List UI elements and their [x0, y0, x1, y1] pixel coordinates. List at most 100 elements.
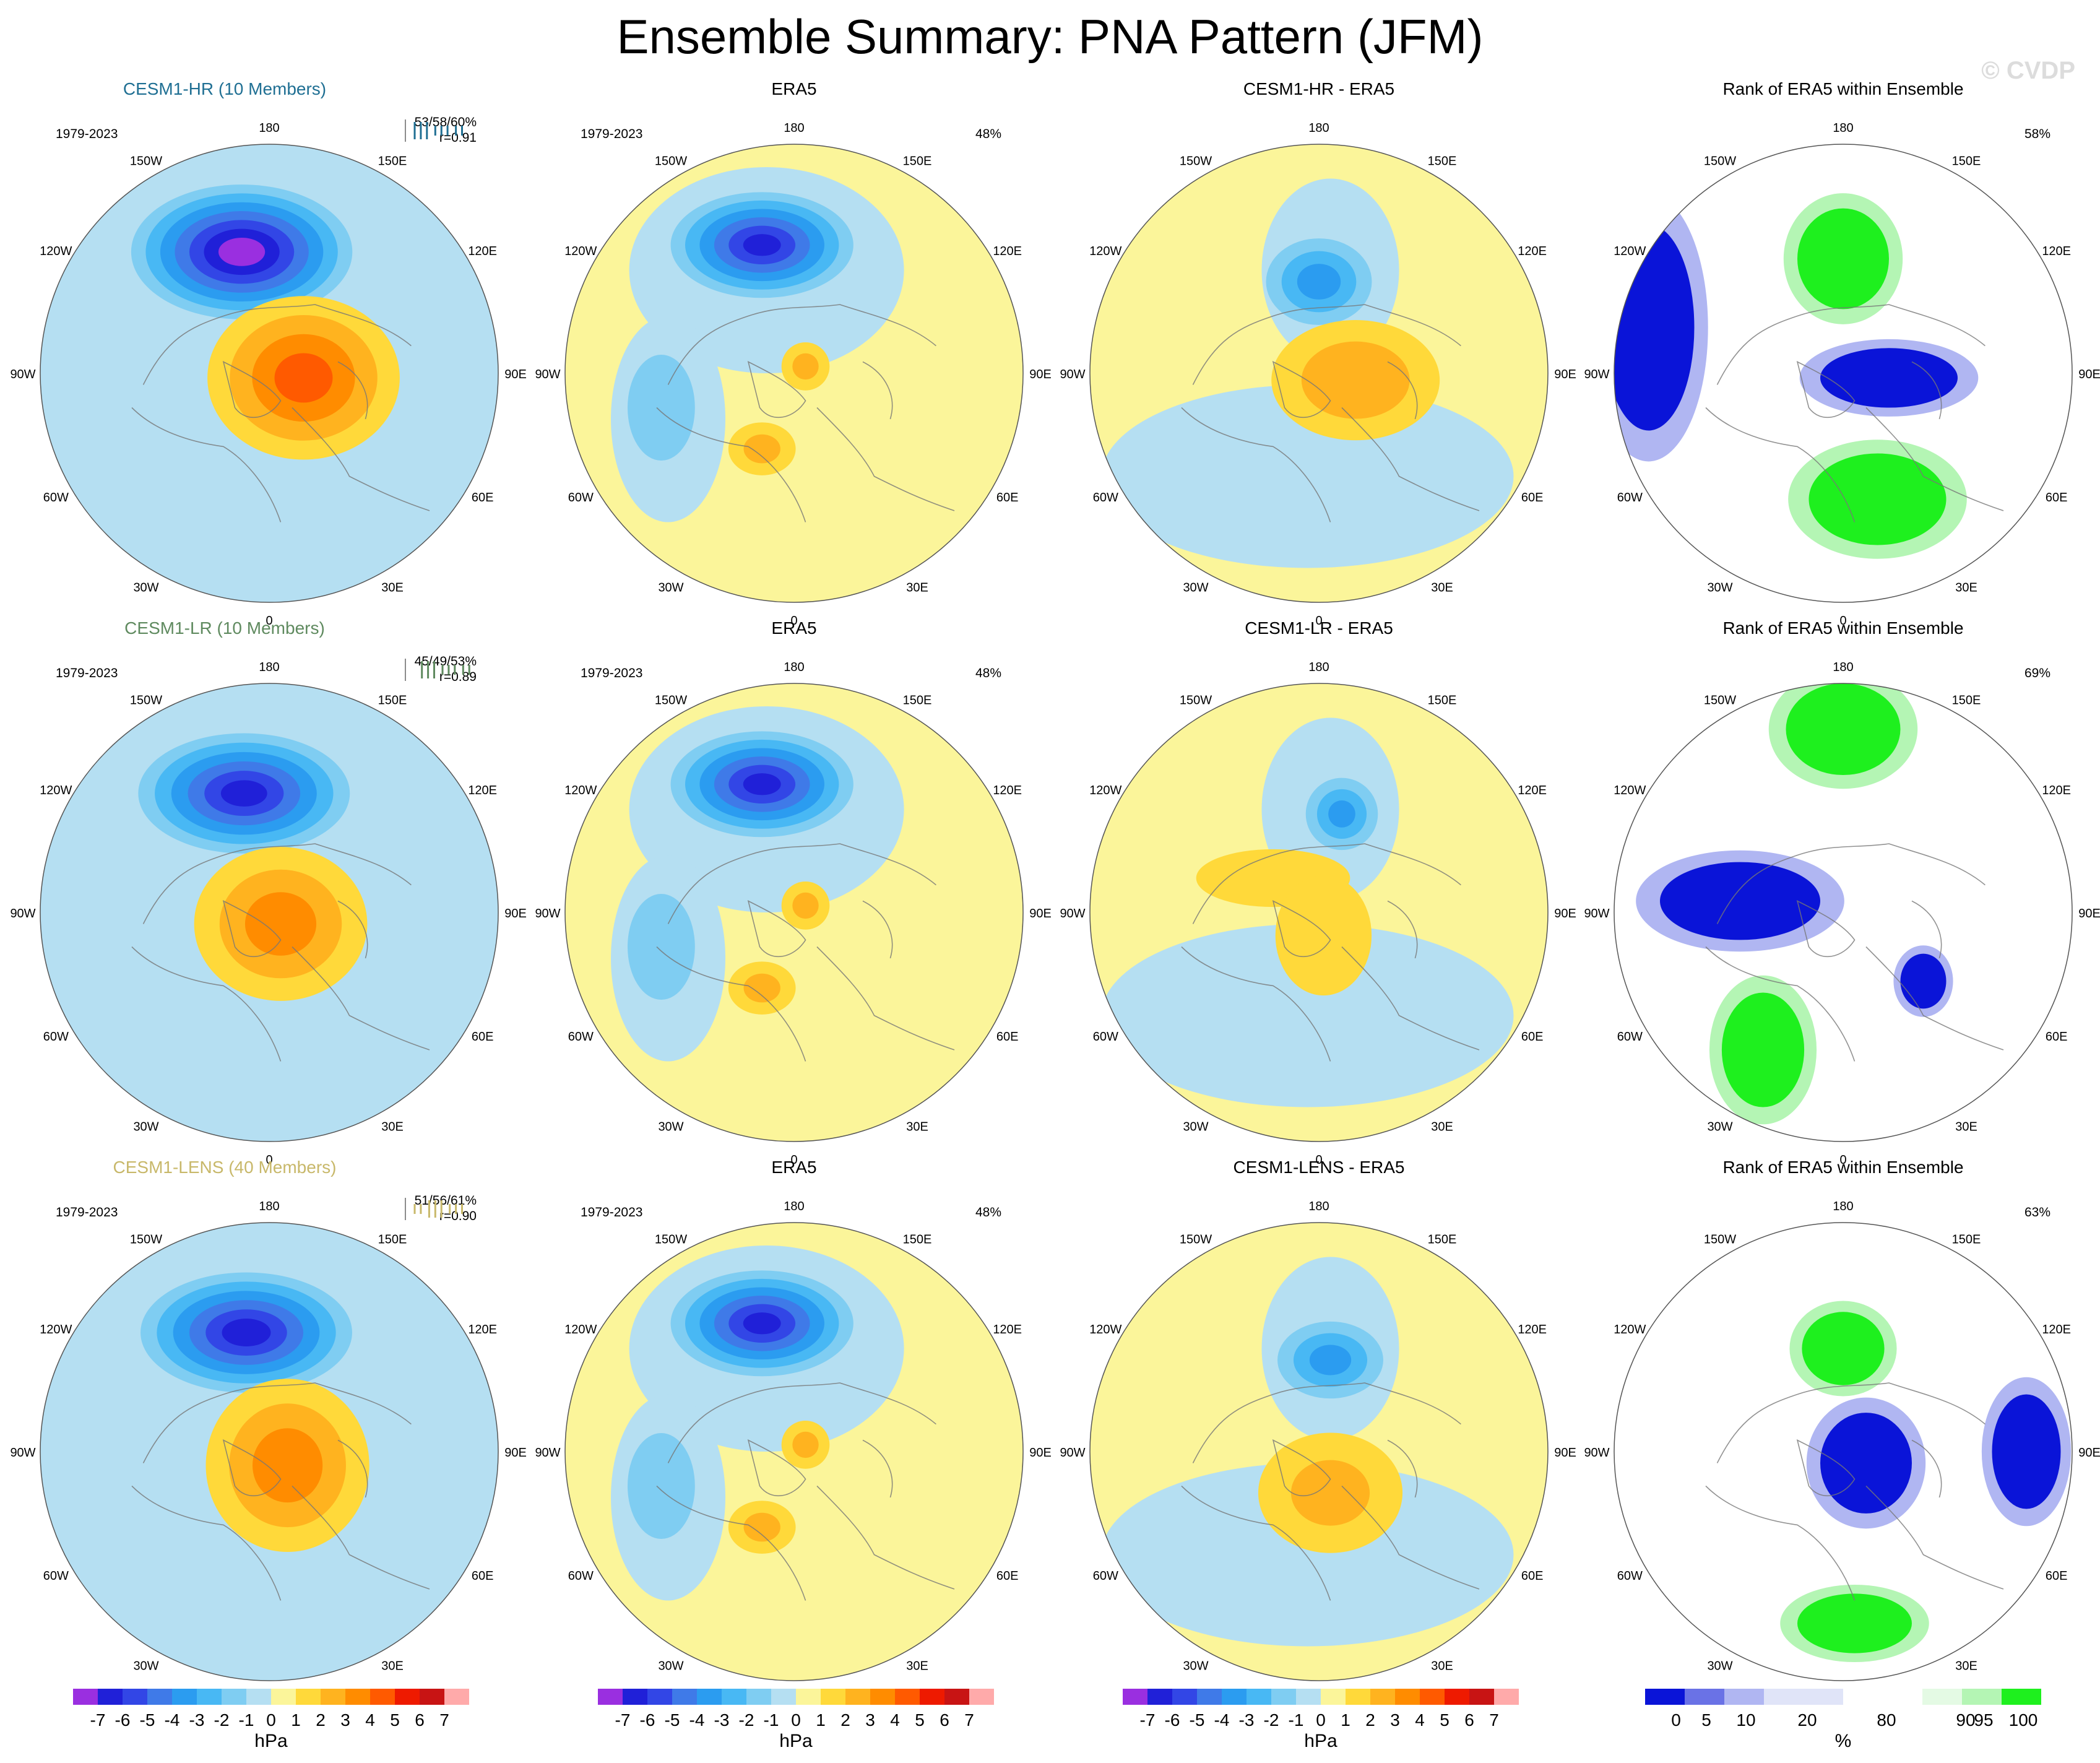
coastline: [222, 1439, 282, 1497]
coastline: [1387, 361, 1418, 420]
longitude-label-30e: 30E: [1431, 581, 1453, 595]
longitude-label-120e: 120E: [2042, 245, 2071, 258]
longitude-label-180: 180: [1308, 1200, 1329, 1213]
colorbar-swatch: [444, 1689, 469, 1705]
cvdp-watermark: © CVDP: [1981, 57, 2075, 84]
negative-region: [1101, 384, 1514, 568]
model-years: 1979-2023: [56, 1205, 118, 1219]
coastline: [131, 946, 282, 1062]
colorbar-tick: 2: [840, 1710, 850, 1730]
longitude-label-90e: 90E: [504, 907, 527, 920]
coastline: [667, 1382, 936, 1463]
colorbar-swatch: [1296, 1689, 1321, 1705]
longitude-label-90w: 90W: [1584, 1446, 1609, 1460]
colorbar-tick: 7: [439, 1710, 449, 1730]
difference-panel-title: CESM1-HR - ERA5: [1243, 79, 1394, 98]
longitude-label-30e: 30E: [1955, 581, 1977, 595]
longitude-label-30w: 30W: [133, 1660, 158, 1673]
colorbar-tick: 5: [390, 1710, 400, 1730]
colorbar-swatch: [1645, 1689, 1685, 1705]
coastline: [131, 407, 282, 522]
longitude-label-0: 0: [790, 1153, 797, 1167]
contour-level: [252, 1428, 323, 1503]
coastline: [747, 361, 806, 418]
coastline: [1387, 900, 1418, 959]
figure-title: Ensemble Summary: PNA Pattern (JFM): [616, 9, 1484, 64]
colorbar-tick: -5: [140, 1710, 155, 1730]
colorbar-tick: -7: [1140, 1710, 1156, 1730]
model-years: 1979-2023: [56, 127, 118, 141]
rank-region-core: [1797, 1593, 1912, 1653]
coastline: [656, 946, 806, 1062]
longitude-label-150e: 150E: [378, 154, 407, 168]
model-stats: 45/49/53%: [415, 654, 477, 669]
model-2-panel: 180150E120E90E60E30E030W60W90W120W150WCE…: [10, 1158, 526, 1706]
longitude-label-30w: 30W: [1707, 1660, 1732, 1673]
model-panel-title: CESM1-HR (10 Members): [123, 79, 326, 98]
coastline: [1192, 1382, 1461, 1463]
contour-level: [1297, 264, 1341, 300]
map-rim: [1614, 144, 2073, 603]
longitude-label-180: 180: [1308, 661, 1329, 674]
colorbar-swatch: [1494, 1689, 1519, 1705]
difference-panel-title: CESM1-LENS - ERA5: [1234, 1158, 1405, 1177]
colorbar-tick: 3: [340, 1710, 350, 1730]
rank-region-core: [1797, 208, 1889, 310]
coastline: [816, 946, 955, 1050]
longitude-label-150w: 150W: [1180, 154, 1212, 168]
contour-level: [743, 1512, 780, 1542]
colorbar-swatch: [1445, 1689, 1469, 1705]
coastline: [1192, 304, 1461, 385]
colorbar-tick: 1: [816, 1710, 826, 1730]
contour-level: [244, 892, 317, 956]
longitude-label-120w: 120W: [40, 245, 72, 258]
longitude-label-60e: 60E: [1521, 491, 1544, 505]
longitude-label-60e: 60E: [472, 1569, 494, 1583]
colorbar-tick: 1: [291, 1710, 301, 1730]
longitude-label-150e: 150E: [1952, 1232, 1981, 1246]
colorbar-tick: -3: [1239, 1710, 1255, 1730]
longitude-label-60e: 60E: [2046, 1569, 2068, 1583]
colorbar-swatch: [1271, 1689, 1296, 1705]
coastline: [862, 900, 893, 959]
colorbar-tick: 2: [1365, 1710, 1375, 1730]
longitude-label-30w: 30W: [1183, 581, 1208, 595]
contour-level: [792, 892, 819, 919]
colorbar-swatch: [123, 1689, 147, 1705]
coastline: [1796, 361, 1856, 418]
longitude-label-30w: 30W: [1707, 581, 1732, 595]
longitude-label-60w: 60W: [43, 491, 69, 505]
longitude-label-120w: 120W: [40, 784, 72, 797]
coastline: [656, 407, 806, 522]
longitude-label-60e: 60E: [996, 1030, 1019, 1044]
longitude-label-60e: 60E: [996, 491, 1019, 505]
longitude-label-90w: 90W: [535, 368, 560, 381]
colorbar-tick: 3: [1390, 1710, 1400, 1730]
colorbar-swatch: [246, 1689, 271, 1705]
longitude-label-30e: 30E: [1955, 1120, 1977, 1134]
colorbar-swatch: [796, 1689, 821, 1705]
rank-region-core: [1721, 992, 1805, 1107]
map-rim: [1089, 683, 1549, 1142]
colorbar-swatch: [1469, 1689, 1494, 1705]
colorbar-tick: 0: [791, 1710, 801, 1730]
longitude-label-120w: 120W: [1614, 245, 1646, 258]
longitude-label-60e: 60E: [472, 491, 494, 505]
colorbar-swatch: [296, 1689, 321, 1705]
negative-region: [1101, 924, 1514, 1107]
coastline: [1865, 1485, 2004, 1590]
coastline: [1865, 407, 2004, 511]
colorbar-swatch: [1962, 1689, 2002, 1705]
map-rim: [1089, 144, 1549, 603]
colorbar-units: %: [1835, 1731, 1852, 1751]
map-rim: [564, 144, 1024, 603]
colorbar-tick: 7: [1489, 1710, 1499, 1730]
colorbar-tick: 80: [1877, 1710, 1896, 1730]
colorbar-swatch: [1247, 1689, 1271, 1705]
colorbar-swatch: [920, 1689, 944, 1705]
longitude-label-120e: 120E: [1518, 784, 1547, 797]
colorbar-tick: -2: [1264, 1710, 1279, 1730]
longitude-label-180: 180: [1308, 121, 1329, 135]
colorbar-swatch: [1346, 1689, 1370, 1705]
